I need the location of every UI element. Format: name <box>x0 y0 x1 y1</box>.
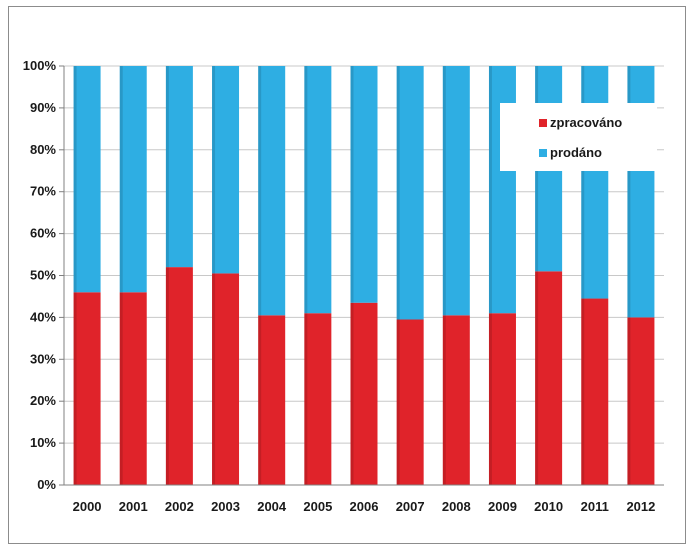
bar-shade <box>581 66 585 299</box>
x-tick-label: 2008 <box>442 499 471 514</box>
bar-shade <box>488 66 492 314</box>
legend-swatch-zpracovano <box>539 119 547 127</box>
bar-prodano-2008 <box>442 66 470 316</box>
legend-box <box>500 103 657 171</box>
bar-zpracovano-2009 <box>488 313 516 485</box>
legend-swatch-prodano <box>539 149 547 157</box>
y-tick-label: 10% <box>30 435 56 450</box>
bar-shade <box>442 66 446 316</box>
legend: zpracováno prodáno <box>500 103 657 171</box>
x-tick-label: 2000 <box>73 499 102 514</box>
bar-shade <box>304 66 308 314</box>
x-tick-label: 2002 <box>165 499 194 514</box>
y-tick-label: 20% <box>30 393 56 408</box>
bar-zpracovano-2011 <box>581 298 609 485</box>
bar-shade <box>581 298 585 485</box>
bar-zpracovano-2006 <box>350 302 378 485</box>
y-tick-label: 90% <box>30 100 56 115</box>
bar-shade <box>212 273 216 485</box>
bar-shade <box>258 66 262 316</box>
bar-prodano-2001 <box>119 66 147 293</box>
x-tick-label: 2001 <box>119 499 148 514</box>
bar-shade <box>442 315 446 485</box>
bar-prodano-2011 <box>581 66 609 299</box>
x-tick-label: 2006 <box>350 499 379 514</box>
bar-zpracovano-2008 <box>442 315 470 485</box>
bar-shade <box>304 313 308 485</box>
bar-zpracovano-2004 <box>258 315 286 485</box>
bar-zpracovano-2010 <box>535 271 563 485</box>
y-tick-label: 70% <box>30 184 56 199</box>
x-axis: 2000 2001 2002 2003 2004 2005 2006 2007 2008 2009… <box>64 484 664 514</box>
bar-shade <box>396 319 400 485</box>
bar-shade <box>73 292 77 485</box>
x-tick-label: 2011 <box>581 499 609 514</box>
bar-shade <box>165 267 169 485</box>
y-tick-label: 100% <box>23 58 57 73</box>
y-axis: 0% 10% 20% 30% 40% 50% 60% 70% 80% 90% 100% <box>23 58 65 492</box>
bar-shade <box>119 292 123 485</box>
y-tick-label: 40% <box>30 309 56 324</box>
bar-shade <box>119 66 123 293</box>
x-tick-label: 2012 <box>626 499 655 514</box>
bar-shade <box>396 66 400 320</box>
bar-shade <box>535 271 539 485</box>
bar-shade <box>627 317 631 485</box>
bar-zpracovano-2012 <box>627 317 655 485</box>
bar-shade <box>488 313 492 485</box>
y-tick-label: 60% <box>30 226 56 241</box>
y-tick-label: 30% <box>30 351 56 366</box>
bar-shade <box>627 66 631 318</box>
bar-zpracovano-2000 <box>73 292 101 485</box>
bar-prodano-2002 <box>165 66 193 268</box>
legend-label-prodano: prodáno <box>550 145 602 160</box>
bar-shade <box>212 66 216 274</box>
legend-label-zpracovano: zpracováno <box>550 115 622 130</box>
y-tick-label: 50% <box>30 268 56 283</box>
x-tick-label: 2004 <box>257 499 287 514</box>
x-tick-label: 2005 <box>303 499 332 514</box>
bar-zpracovano-2002 <box>165 267 193 485</box>
bar-prodano-2005 <box>304 66 332 314</box>
x-tick-label: 2003 <box>211 499 240 514</box>
x-tick-label: 2010 <box>534 499 563 514</box>
bar-zpracovano-2007 <box>396 319 424 485</box>
bar-shade <box>73 66 77 293</box>
bar-prodano-2007 <box>396 66 424 320</box>
x-tick-label: 2007 <box>396 499 425 514</box>
bar-shade <box>258 315 262 485</box>
bar-shade <box>350 302 354 485</box>
bars <box>73 66 655 485</box>
x-tick-label: 2009 <box>488 499 517 514</box>
y-tick-label: 80% <box>30 142 56 157</box>
bar-prodano-2006 <box>350 66 378 303</box>
bar-shade <box>165 66 169 268</box>
y-tick-label: 0% <box>37 477 56 492</box>
bar-zpracovano-2001 <box>119 292 147 485</box>
bar-prodano-2000 <box>73 66 101 293</box>
bar-zpracovano-2005 <box>304 313 332 485</box>
bar-shade <box>350 66 354 303</box>
bar-zpracovano-2003 <box>212 273 240 485</box>
bar-prodano-2003 <box>212 66 240 274</box>
bar-prodano-2004 <box>258 66 286 316</box>
